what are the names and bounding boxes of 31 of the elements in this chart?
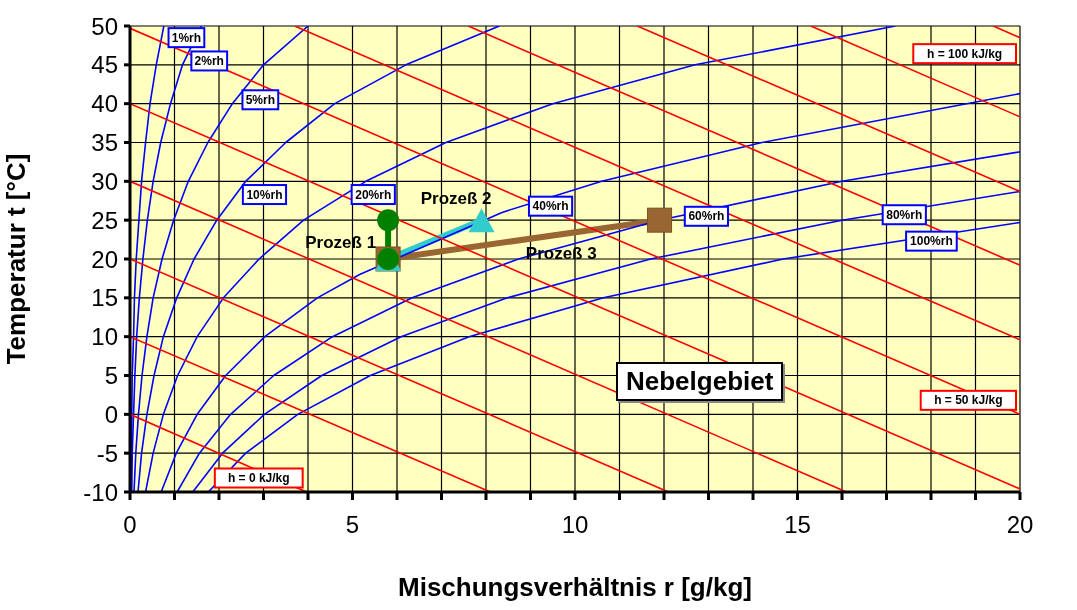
- series-label: 10%rh: [246, 187, 283, 202]
- y-tick-label: 40: [91, 90, 118, 118]
- y-tick-label: 15: [91, 284, 118, 312]
- y-tick-label: 10: [91, 323, 118, 351]
- series-label: h = 50 kJ/kg: [934, 393, 1003, 408]
- series-label: 60%rh: [688, 209, 725, 224]
- y-tick-label: 45: [91, 51, 118, 79]
- x-tick-label: 20: [1006, 511, 1034, 539]
- y-tick-label: 30: [91, 167, 118, 195]
- series-label: 20%rh: [355, 187, 392, 202]
- series-label: h = 0 kJ/kg: [227, 471, 290, 485]
- series-label: 40%rh: [532, 199, 569, 214]
- x-tick-label: 15: [784, 511, 811, 539]
- legend-label: 100%rh: [910, 234, 953, 249]
- series-label: 80%rh: [886, 207, 923, 222]
- x-tick-label: 5: [345, 511, 360, 539]
- y-tick-label: -5: [96, 439, 118, 467]
- y-axis-title: Temperatur t [°C]: [1, 153, 32, 365]
- series-label: 2%rh: [194, 53, 224, 68]
- y-tick-label: 20: [91, 245, 118, 273]
- y-tick-label: 0: [104, 400, 118, 428]
- x-tick-label: 0: [123, 511, 137, 539]
- y-tick-label: -10: [83, 478, 118, 506]
- y-tick-label: 5: [104, 362, 118, 390]
- x-axis-title: Mischungsverhältnis r [g/kg]: [398, 572, 752, 602]
- y-tick-label: 35: [91, 129, 118, 157]
- x-tick-label: 10: [561, 511, 589, 539]
- annotation: Nebelgebiet: [616, 362, 784, 401]
- series-label: h = 100 kJ/kg: [927, 46, 1003, 61]
- y-tick-label: 50: [91, 12, 118, 40]
- y-tick-label: 25: [91, 206, 118, 234]
